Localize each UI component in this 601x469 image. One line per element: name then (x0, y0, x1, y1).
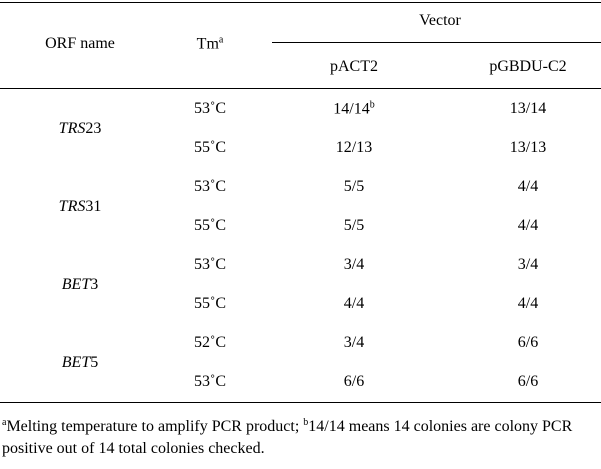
pact2-cell: 5/5 (344, 218, 364, 234)
pact2-cell: 4/4 (344, 296, 364, 312)
pact2-value: 5/5 (343, 217, 365, 234)
pact2-value: 4/4 (343, 295, 365, 312)
orf-name: TRS23 (58, 119, 102, 137)
pgbdu-cell: 6/6 (517, 373, 539, 390)
orf-name: BET3 (61, 275, 99, 293)
tm-cell: 55˚C (194, 295, 226, 312)
orf-number: 3 (90, 275, 99, 293)
column-header: pACT2 (330, 58, 378, 75)
pgbdu-cell: 4/4 (517, 178, 539, 195)
pact2-value: 14/14 (333, 100, 370, 118)
header-rule (0, 88, 601, 89)
pact2-cell: 12/13 (336, 140, 372, 156)
tm-label: Tm (196, 35, 219, 53)
tm-cell: 55˚C (194, 139, 226, 156)
pgbdu-cell: 4/4 (517, 217, 539, 234)
pact2-value: 3/4 (343, 334, 365, 351)
footnote-mark: a (218, 34, 224, 46)
orf-number: 23 (85, 119, 102, 137)
pact2-value: 6/6 (343, 373, 365, 390)
tm-cell: 53˚C (194, 178, 226, 195)
pgbdu-cell: 3/4 (517, 256, 539, 273)
pgbdu-cell: 6/6 (517, 334, 539, 351)
column-header: pGBDU-C2 (489, 58, 567, 75)
pgbdu-cell: 13/13 (509, 139, 547, 156)
footnote-mark: a (2, 417, 7, 428)
footnote-mark: b (303, 417, 309, 428)
tm-cell: 53˚C (194, 373, 226, 390)
orf-number: 31 (85, 197, 102, 215)
tm-header: Tma (196, 34, 224, 53)
vector-header: Vector (419, 12, 461, 29)
orf-gene: BET (61, 275, 91, 293)
pact2-cell: 14/14b (333, 99, 375, 118)
footnote-text: Melting temperature to amplify PCR produ… (6, 418, 300, 435)
vector-rule (272, 42, 601, 43)
pact2-cell: 3/4 (344, 257, 364, 273)
orf-number: 5 (90, 353, 99, 371)
top-rule (0, 2, 601, 3)
footnote: aMelting temperature to amplify PCR prod… (2, 412, 599, 460)
tm-cell: 52˚C (194, 334, 226, 351)
tm-cell: 53˚C (194, 100, 226, 117)
orf-gene: TRS (58, 119, 86, 137)
pgbdu-cell: 13/14 (509, 100, 547, 117)
pact2-cell: 5/5 (344, 179, 364, 195)
orf-name: TRS31 (58, 197, 102, 215)
pact2-cell: 3/4 (344, 335, 364, 351)
pact2-cell: 6/6 (344, 374, 364, 390)
orf-name: BET5 (61, 353, 99, 371)
orf-header: ORF name (45, 35, 115, 52)
pact2-value: 5/5 (343, 178, 365, 195)
tm-cell: 53˚C (194, 256, 226, 273)
pact2-value: 3/4 (343, 256, 365, 273)
pgbdu-cell: 4/4 (517, 295, 539, 312)
bottom-rule (0, 402, 601, 403)
tm-cell: 55˚C (194, 217, 226, 234)
orf-gene: BET (61, 353, 91, 371)
footnote-mark: b (369, 99, 375, 111)
footnote-text: 14/14 means 14 colonies are colony PCR p… (2, 418, 573, 457)
orf-gene: TRS (58, 197, 86, 215)
pact2-value: 12/13 (335, 139, 373, 156)
